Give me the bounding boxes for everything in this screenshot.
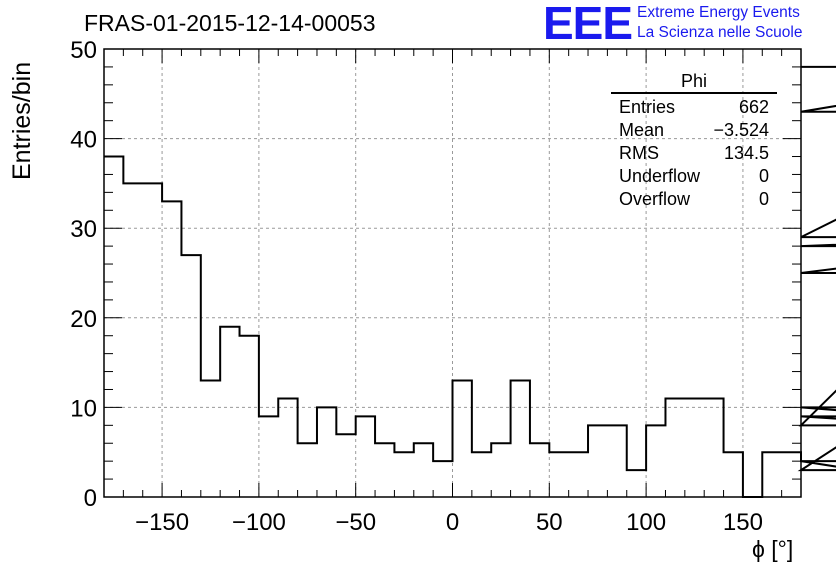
histogram-bin bbox=[491, 443, 510, 497]
y-axis-label: Entries/bin bbox=[8, 61, 36, 180]
y-tick-label: 50 bbox=[70, 37, 97, 64]
histogram-bin bbox=[394, 452, 413, 497]
x-tick-label: 50 bbox=[536, 509, 563, 536]
histogram-bin bbox=[317, 407, 336, 497]
stats-label: Overflow bbox=[619, 189, 691, 209]
histogram-bin bbox=[762, 452, 781, 497]
stats-value: −3.524 bbox=[713, 120, 769, 140]
stats-row-rms: RMS 134.5 bbox=[611, 142, 777, 165]
histogram-bin bbox=[375, 443, 394, 497]
x-tick-label: 0 bbox=[446, 509, 459, 536]
stats-row-entries: Entries 662 bbox=[611, 96, 777, 119]
histogram-bin bbox=[220, 327, 239, 497]
stats-label: Entries bbox=[619, 97, 676, 117]
histogram-bin bbox=[569, 452, 588, 497]
stats-box: Phi Entries 662 Mean −3.524 RMS 134.5 Un… bbox=[611, 70, 777, 211]
stats-value: 134.5 bbox=[723, 143, 769, 163]
stats-value: 0 bbox=[758, 166, 769, 186]
histogram-bin bbox=[433, 461, 452, 497]
histogram-outline bbox=[104, 65, 836, 498]
stats-value: 0 bbox=[758, 189, 769, 209]
histogram-bin bbox=[336, 434, 355, 497]
histogram-bin bbox=[356, 416, 375, 497]
stats-value: 662 bbox=[738, 97, 769, 117]
stats-title: Phi bbox=[611, 70, 777, 94]
histogram-bin bbox=[511, 381, 530, 497]
stats-label: RMS bbox=[619, 143, 659, 163]
plot-frame bbox=[103, 48, 802, 498]
y-tick-label: 30 bbox=[70, 216, 97, 243]
y-tick-label: 0 bbox=[84, 485, 97, 512]
histogram-bin bbox=[453, 381, 472, 497]
x-tick-label: 150 bbox=[723, 509, 763, 536]
stats-row-mean: Mean −3.524 bbox=[611, 119, 777, 142]
histogram-bin bbox=[181, 255, 200, 497]
x-tick-label: −50 bbox=[335, 509, 376, 536]
y-tick-label: 40 bbox=[70, 127, 97, 154]
x-tick-label: −100 bbox=[232, 509, 286, 536]
histogram-bin bbox=[530, 443, 549, 497]
histogram-bin bbox=[278, 398, 297, 497]
histogram-bars bbox=[104, 65, 836, 498]
histogram-bin bbox=[646, 425, 665, 497]
histogram-bin bbox=[724, 452, 743, 497]
histogram-bin bbox=[685, 398, 704, 497]
histogram-bin bbox=[201, 381, 220, 497]
axis-ticks bbox=[103, 48, 802, 498]
grid-lines bbox=[104, 48, 801, 498]
histogram-bin bbox=[298, 443, 317, 497]
histogram-bin bbox=[549, 452, 568, 497]
stats-row-overflow: Overflow 0 bbox=[611, 188, 777, 211]
histogram-bin bbox=[782, 452, 801, 497]
tick-labels: −150 −100 −50 0 50 100 150 0 10 20 30 40 50 bbox=[70, 37, 763, 536]
histogram-bin bbox=[704, 398, 723, 497]
stats-label: Mean bbox=[619, 120, 665, 140]
histogram-bin bbox=[104, 157, 123, 497]
x-axis-label: ϕ [°] bbox=[752, 536, 794, 562]
histogram-bin bbox=[414, 443, 433, 497]
histogram-bin bbox=[162, 201, 181, 497]
stats-label: Underflow bbox=[619, 166, 701, 186]
histogram-bin bbox=[259, 416, 278, 497]
eee-logo: EEE bbox=[543, 0, 633, 49]
y-tick-label: 20 bbox=[70, 306, 97, 333]
histogram-bin bbox=[240, 336, 259, 497]
histogram-bin bbox=[472, 452, 491, 497]
histogram-bin bbox=[607, 425, 626, 497]
y-tick-label: 10 bbox=[70, 395, 97, 422]
stats-row-underflow: Underflow 0 bbox=[611, 165, 777, 188]
logo-line-1: Extreme Energy Events bbox=[637, 4, 800, 21]
logo-line-2: La Scienza nelle Scuole bbox=[637, 24, 803, 41]
histogram-bin bbox=[143, 183, 162, 497]
histogram-bin bbox=[627, 470, 646, 497]
histogram-bin bbox=[665, 398, 684, 497]
x-tick-label: 100 bbox=[626, 509, 666, 536]
histogram-bin bbox=[588, 425, 607, 497]
x-tick-label: −150 bbox=[135, 509, 189, 536]
chart-title: FRAS-01-2015-12-14-00053 bbox=[84, 10, 376, 36]
histogram-bin bbox=[123, 183, 142, 497]
